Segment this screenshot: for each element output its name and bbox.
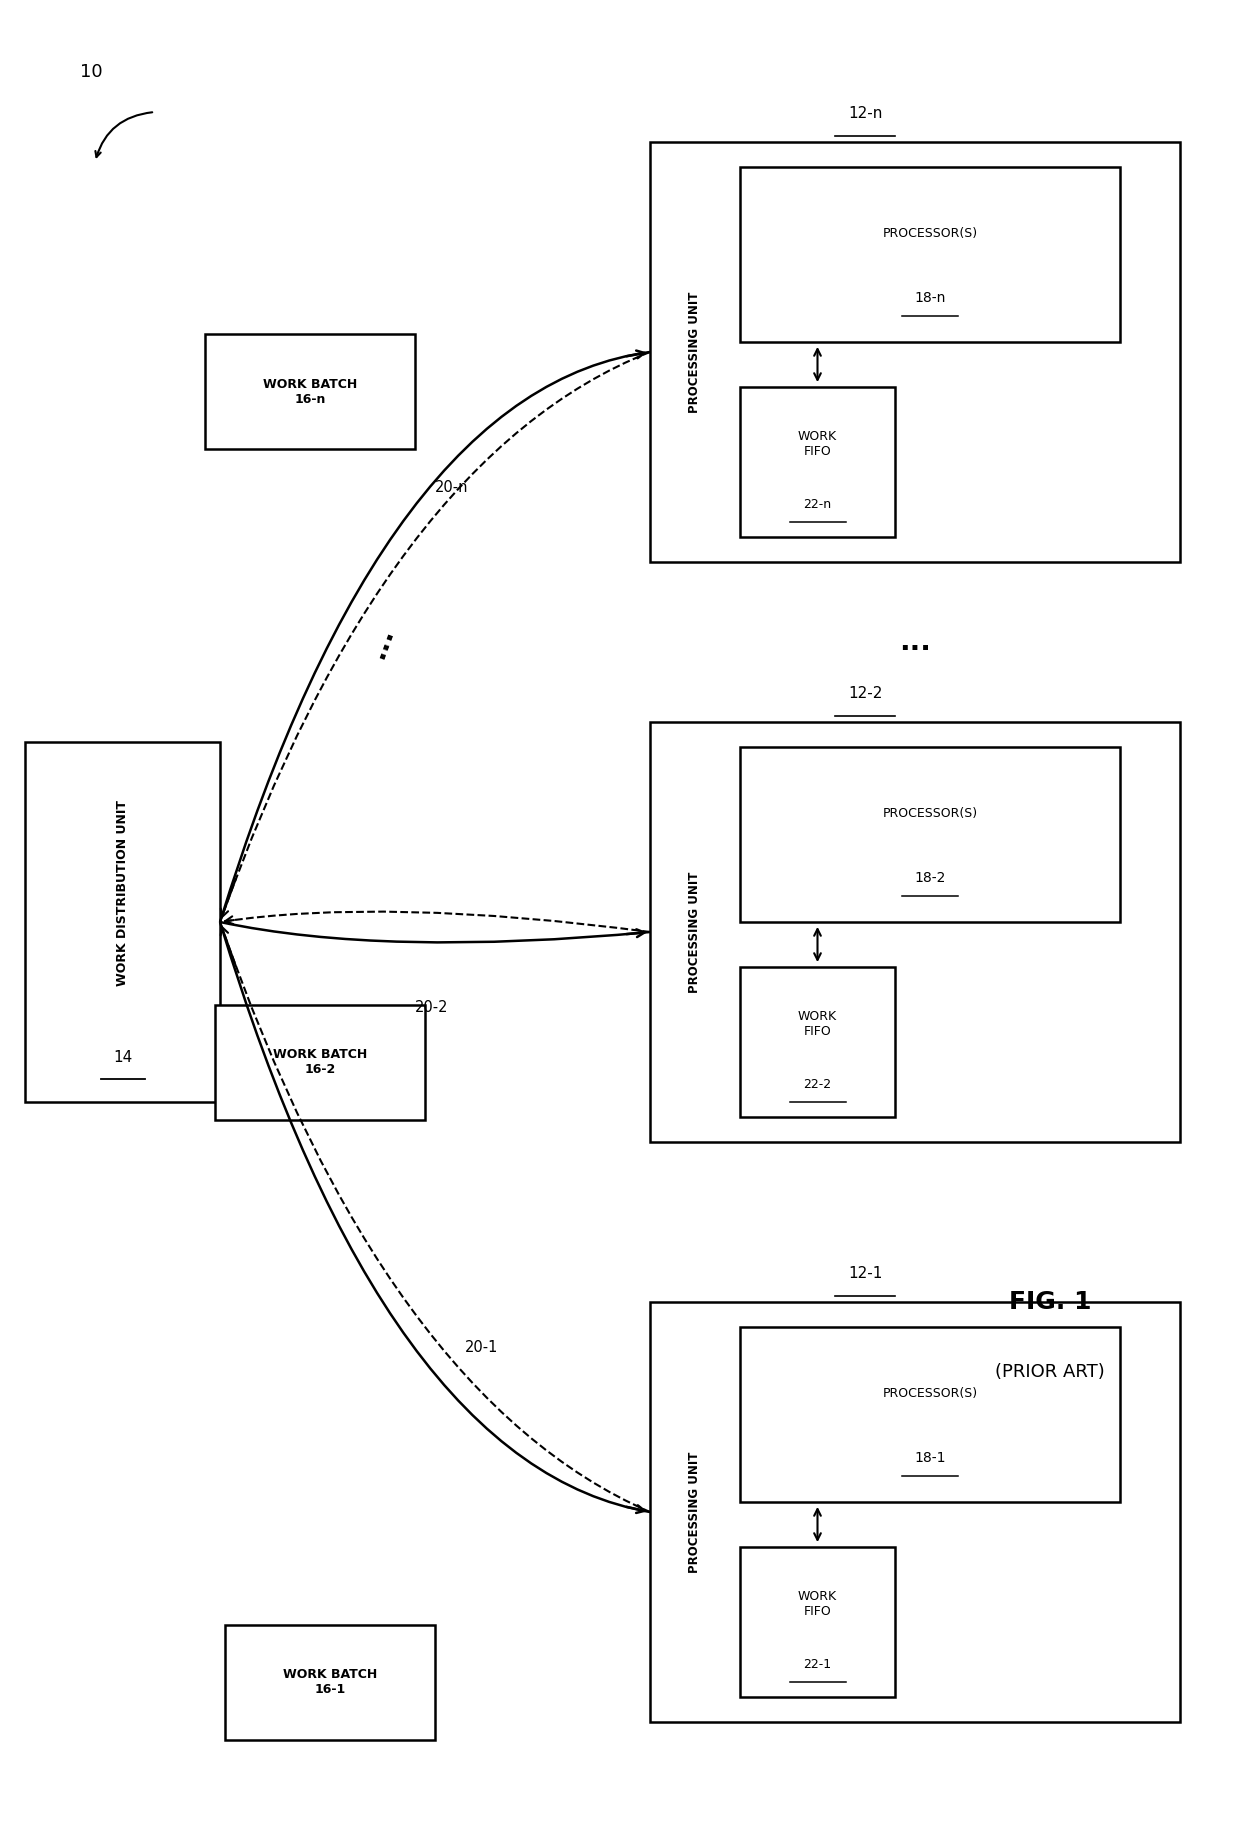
Text: 22-1: 22-1 [804,1658,832,1671]
Bar [740,747,1120,922]
Text: PROCESSING UNIT: PROCESSING UNIT [688,292,702,414]
Text: 12-2: 12-2 [848,687,882,701]
Text: WORK
FIFO: WORK FIFO [797,430,837,457]
Text: PROCESSING UNIT: PROCESSING UNIT [688,871,702,993]
Text: WORK DISTRIBUTION UNIT: WORK DISTRIBUTION UNIT [117,800,129,986]
Text: WORK BATCH
16-n: WORK BATCH 16-n [263,377,357,406]
Text: 18-1: 18-1 [914,1452,946,1465]
Bar [224,1625,435,1740]
Text: 20-1: 20-1 [465,1339,498,1354]
Bar [650,722,1180,1142]
Text: PROCESSOR(S): PROCESSOR(S) [883,1387,977,1399]
Text: 20-n: 20-n [435,479,469,494]
Text: ...: ... [899,629,931,656]
Bar [25,742,219,1102]
Bar [650,1303,1180,1722]
Text: WORK BATCH
16-1: WORK BATCH 16-1 [283,1667,377,1696]
Bar [215,1004,425,1119]
Text: PROCESSOR(S): PROCESSOR(S) [883,228,977,241]
Bar [740,386,895,537]
Text: PROCESSOR(S): PROCESSOR(S) [883,807,977,820]
Text: 20-2: 20-2 [415,1000,449,1015]
Text: WORK
FIFO: WORK FIFO [797,1591,837,1618]
Text: 14: 14 [113,1049,133,1064]
Bar [740,1547,895,1696]
Bar [205,335,415,450]
Text: 18-2: 18-2 [914,871,946,885]
Text: WORK
FIFO: WORK FIFO [797,1009,837,1039]
Bar [740,168,1120,343]
Text: 10: 10 [81,64,103,80]
Text: 22-n: 22-n [804,497,832,510]
Text: 22-2: 22-2 [804,1077,832,1091]
Text: (PRIOR ART): (PRIOR ART) [996,1363,1105,1381]
Text: WORK BATCH
16-2: WORK BATCH 16-2 [273,1048,367,1077]
Text: FIG. 1: FIG. 1 [1009,1290,1091,1314]
Bar [740,967,895,1117]
Bar [740,1326,1120,1501]
Text: 18-n: 18-n [914,292,946,306]
Text: PROCESSING UNIT: PROCESSING UNIT [688,1452,702,1572]
Text: ...: ... [361,623,398,661]
Bar [650,142,1180,561]
Text: 12-n: 12-n [848,106,882,122]
Text: 12-1: 12-1 [848,1266,882,1281]
